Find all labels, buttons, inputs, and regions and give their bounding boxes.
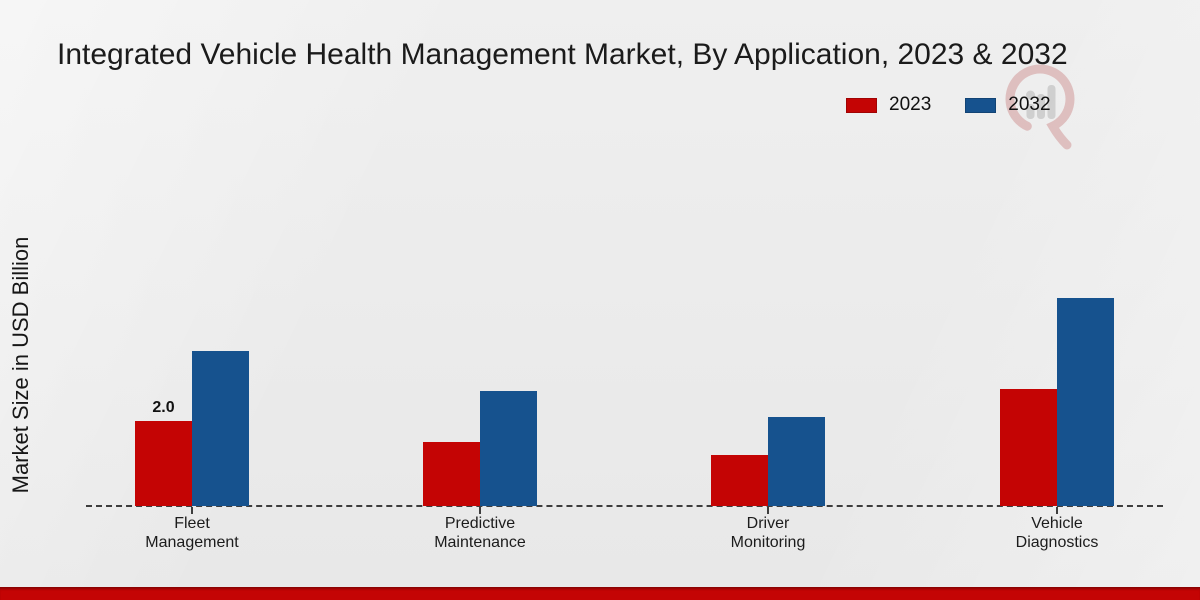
bar-2032-driver-monitoring	[768, 417, 825, 506]
legend-swatch-2023	[846, 97, 877, 113]
x-tick-vehicle-diagnostics	[1056, 507, 1058, 514]
legend-swatch-2032	[965, 97, 997, 113]
bar-2023-predictive-maintenance	[423, 442, 480, 506]
footer-red-band	[0, 587, 1200, 600]
bar-2032-vehicle-diagnostics	[1057, 298, 1114, 506]
chart-title: Integrated Vehicle Health Management Mar…	[57, 38, 1068, 71]
bar-2023-driver-monitoring	[711, 455, 768, 506]
bar-2023-vehicle-diagnostics	[1000, 389, 1057, 506]
x-tick-driver-monitoring	[767, 507, 769, 514]
mrfr-logo-icon	[1005, 64, 1075, 150]
data-label-2.0: 2.0	[152, 399, 175, 416]
x-category-label-predictive-maintenance: Predictive Maintenance	[434, 515, 526, 551]
legend-item-2023: 2023	[846, 94, 931, 116]
x-category-label-vehicle-diagnostics: Vehicle Diagnostics	[1015, 515, 1099, 551]
x-category-label-driver-monitoring: Driver Monitoring	[730, 515, 806, 551]
x-category-label-fleet-management: Fleet Management	[145, 515, 239, 551]
x-tick-fleet-management	[191, 507, 193, 514]
legend-label-2032: 2032	[1008, 94, 1051, 115]
bar-2032-predictive-maintenance	[480, 391, 537, 506]
legend-label-2023: 2023	[889, 94, 932, 115]
bar-2032-fleet-management	[192, 351, 249, 506]
legend: 2023 2032	[846, 94, 1051, 116]
bar-2023-fleet-management	[135, 421, 192, 506]
legend-item-2032: 2032	[965, 94, 1051, 116]
mrfr-logo-watermark	[993, 58, 1087, 154]
x-axis-baseline	[86, 505, 1163, 507]
x-tick-predictive-maintenance	[479, 507, 481, 514]
